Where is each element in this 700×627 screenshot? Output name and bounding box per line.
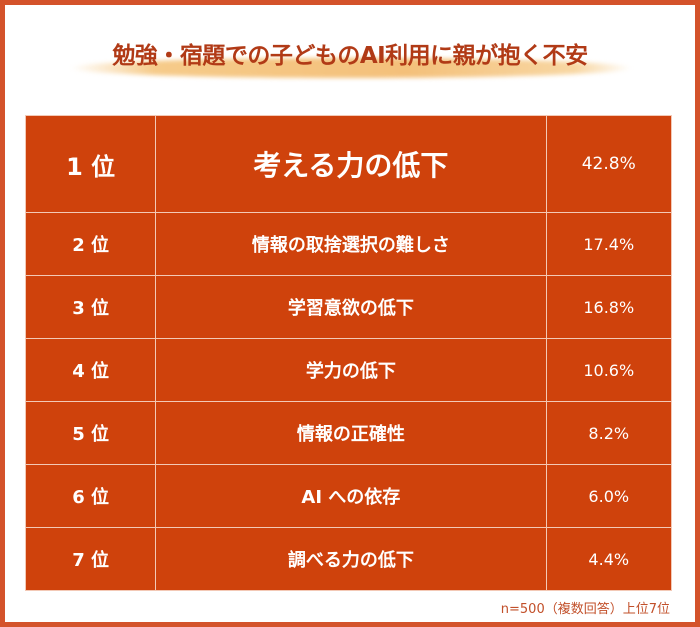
value-cell: 4.4% bbox=[545, 527, 672, 591]
table-row: 7 位調べる力の低下 4.4% bbox=[24, 527, 672, 591]
item-cell: 調べる力の低下 bbox=[155, 527, 547, 591]
rank-cell: 7 位 bbox=[24, 527, 157, 591]
item-cell: AI への依存 bbox=[155, 464, 547, 528]
value-cell: 42.8% bbox=[545, 115, 672, 213]
rank-cell: 1 位 bbox=[24, 115, 157, 213]
table-row: 6 位 AI への依存 6.0% bbox=[24, 464, 672, 528]
item-cell: 学習意欲の低下 bbox=[155, 275, 547, 339]
table-row: 5 位情報の正確性 8.2% bbox=[24, 401, 672, 465]
value-cell: 16.8% bbox=[545, 275, 672, 339]
value-cell: 10.6% bbox=[545, 338, 672, 402]
table-row: 3 位学習意欲の低下 16.8% bbox=[24, 275, 672, 339]
value-cell: 17.4% bbox=[545, 212, 672, 276]
rank-cell: 4 位 bbox=[24, 338, 157, 402]
table-row: 2 位情報の取捨選択の難しさ 17.4% bbox=[24, 212, 672, 276]
value-cell: 8.2% bbox=[545, 401, 672, 465]
item-cell: 情報の取捨選択の難しさ bbox=[155, 212, 547, 276]
chart-title: 勉強・宿題での子どものAI利用に親が抱く不安 bbox=[112, 43, 588, 69]
ranking-table: 1 位考える力の低下 42.8% 2 位情報の取捨選択の難しさ 17.4% 3 位学習意… bbox=[24, 115, 672, 591]
rank-cell: 6 位 bbox=[24, 464, 157, 528]
rank-cell: 5 位 bbox=[24, 401, 157, 465]
item-cell: 学力の低下 bbox=[155, 338, 547, 402]
rank-cell: 2 位 bbox=[24, 212, 157, 276]
rank-cell: 3 位 bbox=[24, 275, 157, 339]
item-cell: 情報の正確性 bbox=[155, 401, 547, 465]
item-cell: 考える力の低下 bbox=[155, 115, 547, 213]
table-row: 1 位考える力の低下 42.8% bbox=[24, 115, 672, 213]
title-highlight bbox=[70, 58, 632, 78]
sample-note: n=500（複数回答）上位7位 bbox=[500, 602, 670, 617]
value-cell: 6.0% bbox=[545, 464, 672, 528]
table-row: 4 位学力の低下 10.6% bbox=[24, 338, 672, 402]
